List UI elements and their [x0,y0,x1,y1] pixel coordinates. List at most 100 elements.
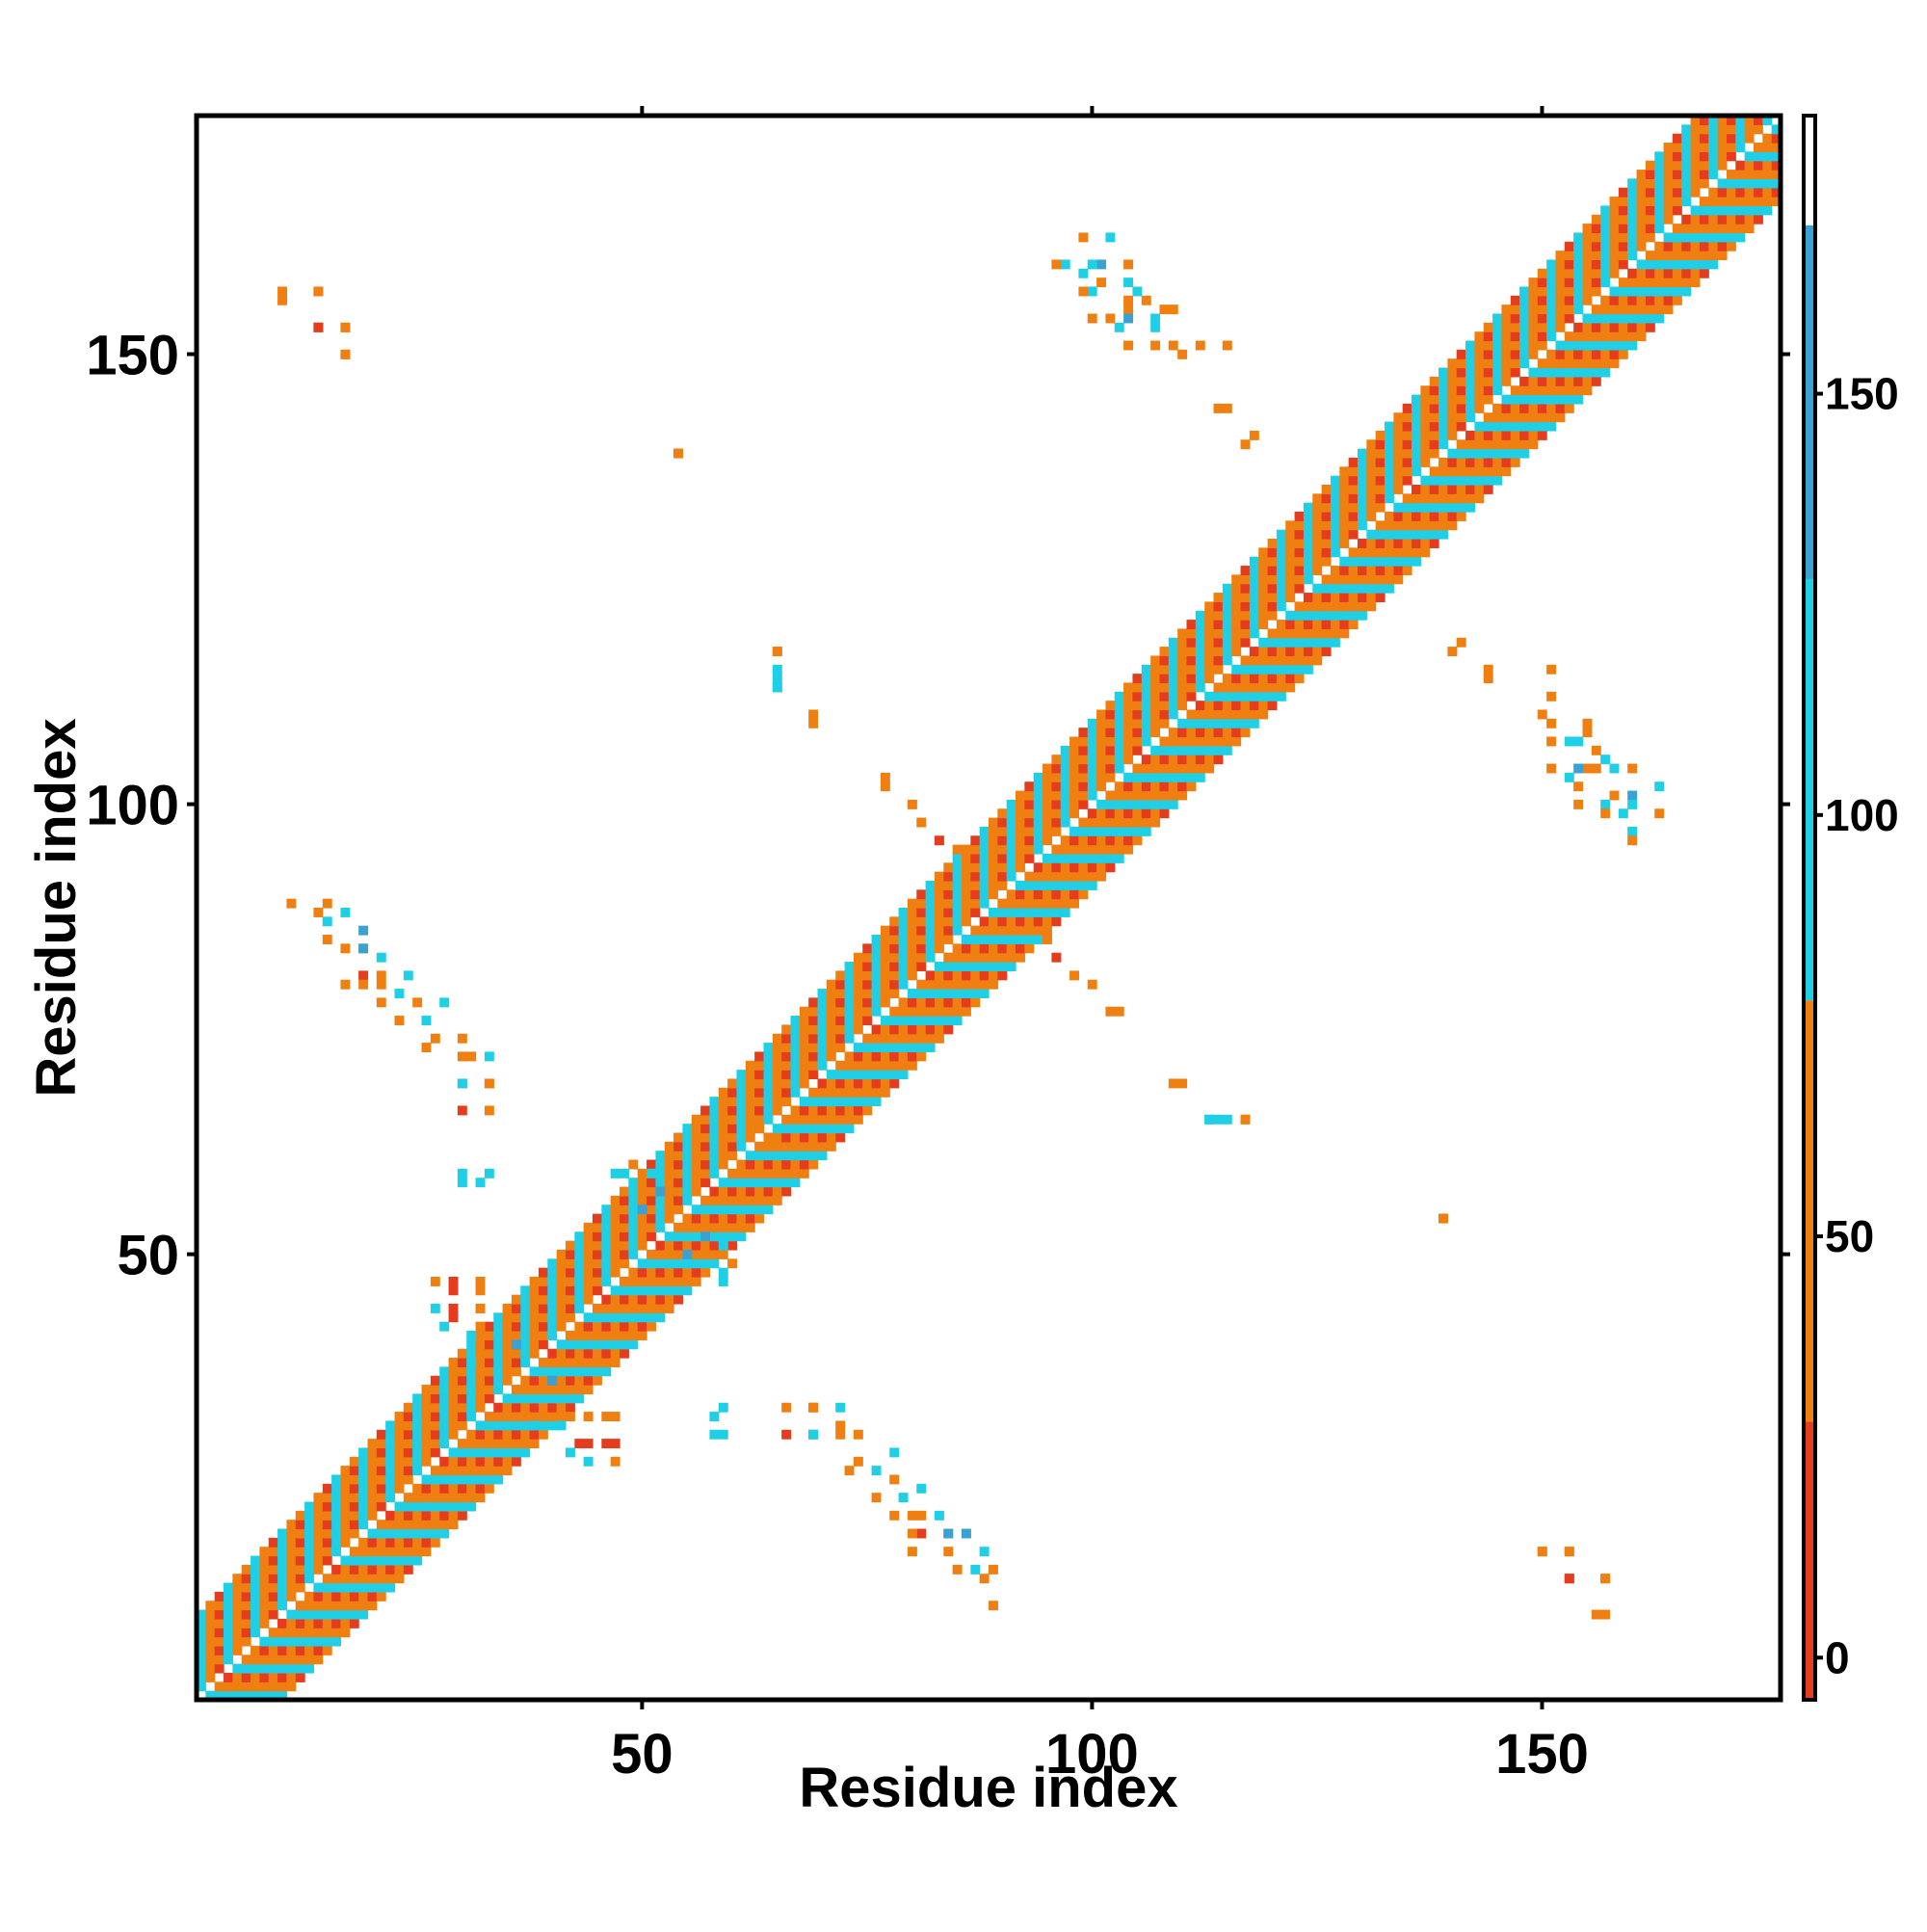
diagonal-cell [197,1663,206,1674]
contact-cell [718,1429,728,1440]
diagonal-cell [1204,691,1215,701]
diagonal-cell [349,1510,359,1521]
diagonal-cell [1618,278,1628,288]
diagonal-cell [736,1186,747,1197]
diagonal-cell [700,1258,711,1269]
diagonal-cell [520,1304,531,1313]
contact-cell [1105,1006,1116,1017]
diagonal-cell [322,1493,332,1503]
diagonal-cell [1519,376,1530,386]
diagonal-cell [1699,224,1709,234]
diagonal-cell [871,989,882,999]
diagonal-cell [700,1114,711,1125]
diagonal-cell [1150,709,1161,720]
diagonal-cell [799,1159,809,1170]
diagonal-cell [1186,674,1197,684]
diagonal-cell [358,1501,369,1512]
diagonal-cell [376,1429,386,1440]
diagonal-cell [1294,529,1305,540]
diagonal-cell [1412,520,1421,531]
diagonal-cell [1385,512,1394,521]
diagonal-cell [251,1690,260,1701]
diagonal-cell [970,979,981,990]
diagonal-cell [889,1078,900,1089]
diagonal-cell [1051,844,1062,855]
diagonal-cell [718,1204,728,1215]
diagonal-cell [394,1528,405,1539]
diagonal-cell [241,1609,251,1620]
diagonal-cell [412,1412,423,1422]
diagonal-cell [1006,925,1016,936]
diagonal-cell [484,1375,494,1386]
contact-cell [673,448,684,459]
diagonal-cell [1393,448,1404,459]
diagonal-cell [1546,367,1557,378]
diagonal-cell [331,1493,342,1503]
diagonal-cell [313,1510,324,1521]
diagonal-cell [1492,376,1503,386]
diagonal-cell [1412,394,1421,405]
contact-cell [394,1016,405,1026]
diagonal-cell [1240,709,1251,720]
diagonal-cell [466,1366,477,1377]
diagonal-cell [997,970,1008,981]
diagonal-cell [835,1016,846,1026]
diagonal-cell [475,1348,486,1359]
diagonal-cell [205,1654,216,1665]
diagonal-cell [664,1258,674,1269]
diagonal-cell [745,1105,755,1116]
diagonal-cell [880,1033,890,1044]
diagonal-cell [268,1681,278,1692]
diagonal-cell [520,1285,531,1296]
diagonal-cell [925,908,936,917]
diagonal-cell [1429,475,1439,486]
diagonal-cell [1213,728,1224,738]
diagonal-cell [691,1249,701,1259]
diagonal-cell [934,1006,944,1017]
diagonal-cell [304,1636,315,1647]
diagonal-cell [448,1466,459,1476]
diagonal-cell [1393,556,1404,567]
diagonal-cell [1600,224,1611,234]
contact-cell [448,1304,459,1313]
diagonal-cell [1231,728,1242,738]
diagonal-cell [1375,439,1386,450]
diagonal-cell [1357,583,1367,594]
diagonal-cell [1474,493,1485,504]
diagonal-cell [502,1412,513,1422]
diagonal-cell [1483,385,1493,396]
diagonal-cell [1582,251,1593,261]
diagonal-cell [1412,556,1421,567]
diagonal-cell [1753,197,1763,207]
diagonal-cell [772,1097,782,1107]
diagonal-cell [421,1537,432,1548]
diagonal-cell [232,1681,243,1692]
diagonal-cell [1096,754,1107,765]
diagonal-cell [718,1159,728,1170]
diagonal-cell [1159,808,1170,819]
diagonal-cell [1276,601,1286,612]
diagonal-cell [1501,394,1512,405]
diagonal-cell [448,1393,459,1404]
diagonal-cell [1483,322,1493,332]
diagonal-cell [1060,862,1070,873]
diagonal-cell [295,1628,305,1638]
diagonal-cell [1681,143,1692,152]
diagonal-cell [1492,403,1503,413]
diagonal-cell [358,1591,369,1601]
diagonal-cell [1708,259,1719,270]
diagonal-cell [1456,376,1466,386]
diagonal-cell [601,1304,612,1313]
diagonal-cell [1114,763,1124,774]
diagonal-cell [1474,484,1485,494]
diagonal-cell [808,1016,819,1026]
diagonal-cell [790,1178,801,1188]
diagonal-cell [1240,718,1251,728]
diagonal-cell [1141,817,1151,828]
diagonal-cell [1393,457,1404,467]
diagonal-cell [1222,745,1232,755]
diagonal-cell [1051,916,1062,927]
diagonal-cell [484,1474,494,1485]
diagonal-cell [1159,790,1170,801]
diagonal-cell [547,1276,558,1286]
